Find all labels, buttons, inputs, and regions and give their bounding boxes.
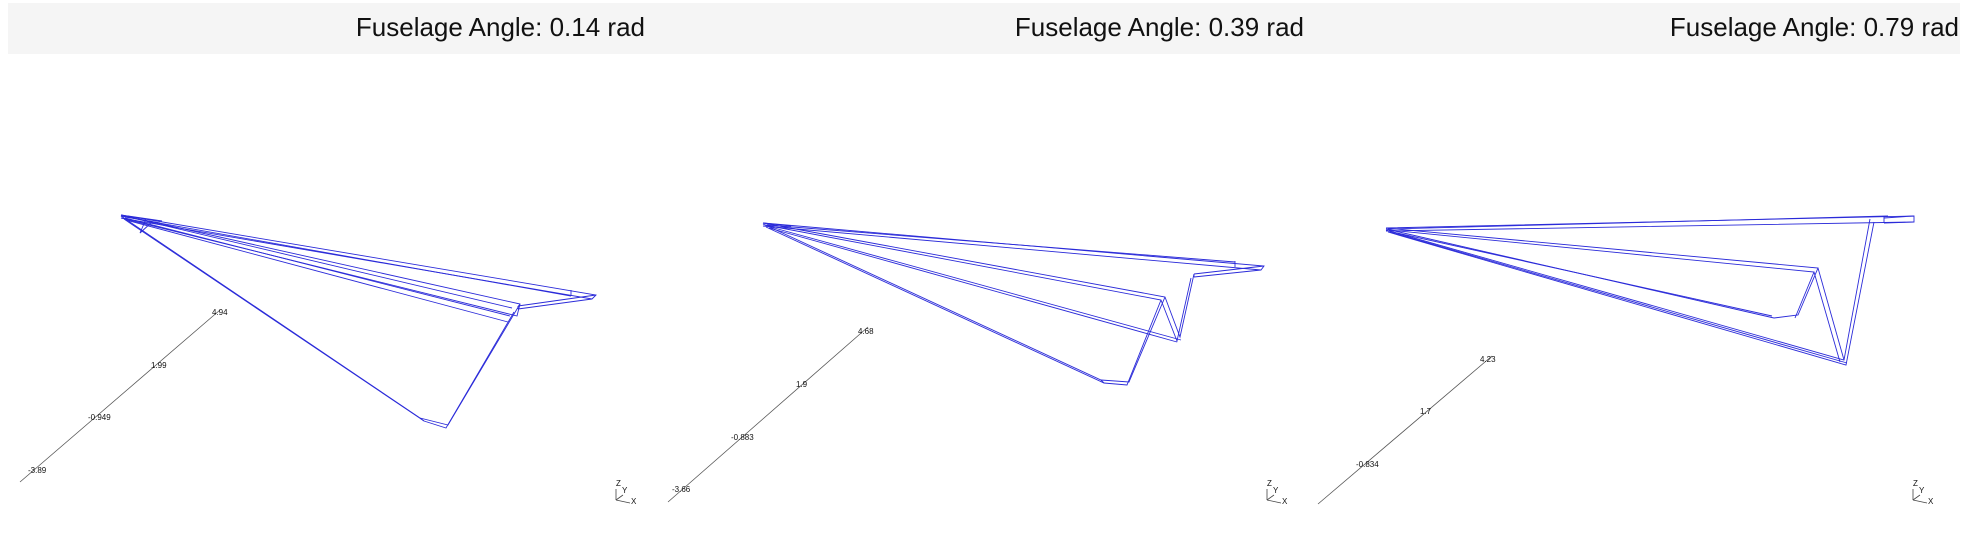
axis-line — [1317, 355, 1493, 505]
axis-tick-label: 4.23 — [1480, 355, 1496, 364]
panel-title: Fuselage Angle: 0.14 rad — [355, 12, 645, 42]
title-bar — [8, 3, 1960, 54]
axis-tick-label: 4.94 — [212, 308, 228, 317]
wireframe-geometry — [1385, 215, 1915, 366]
axis-z-label: Z — [1267, 479, 1272, 488]
axis-z-label: Z — [1913, 479, 1918, 488]
axis-x-label: X — [1282, 497, 1288, 506]
wireframe-plot-3: 4.23 1.7 -0.834 Z Y X — [1317, 215, 1934, 506]
panel-title: Fuselage Angle: 0.39 rad — [1014, 12, 1304, 42]
axis-y-label: Y — [1919, 486, 1925, 495]
axis-line — [667, 326, 869, 503]
wireframe-plot-2: 4.68 1.9 -0.883 -3.66 Z Y X — [667, 222, 1288, 506]
axis-line — [19, 309, 221, 483]
axes-triad: Z Y X — [1912, 479, 1934, 506]
axis-tick-label: -0.883 — [731, 433, 754, 442]
axis-tick-label: 4.68 — [858, 327, 874, 336]
axis-tick-label: 1.9 — [796, 380, 808, 389]
axis-z-label: Z — [616, 479, 621, 488]
axis-y-label: Y — [622, 486, 628, 495]
axis-tick-label: -0.949 — [88, 413, 111, 422]
plot-panel-1: Fuselage Angle: 0.14 rad 4.94 1.99 -0.94… — [0, 0, 655, 544]
axis-x-label: X — [1928, 497, 1934, 506]
axis-tick-label: 1.99 — [151, 361, 167, 370]
wireframe-geometry — [762, 222, 1265, 386]
axes-triad: Z Y X — [615, 479, 637, 506]
axis-tick-label: -3.66 — [672, 485, 691, 494]
axis-tick-label: -0.834 — [1356, 460, 1379, 469]
axis-tick-label: -3.89 — [28, 466, 47, 475]
axis-tick-label: 1.7 — [1420, 407, 1432, 416]
axes-triad: Z Y X — [1266, 479, 1288, 506]
axis-x-label: X — [631, 497, 637, 506]
plot-panel-2: Fuselage Angle: 0.39 rad 4.68 1.9 -0.883… — [651, 0, 1306, 544]
wireframe-geometry — [120, 214, 597, 429]
plot-panel-3: Fuselage Angle: 0.79 rad 4.23 1.7 -0.834 — [1302, 0, 1959, 544]
panel-title: Fuselage Angle: 0.79 rad — [1669, 12, 1959, 42]
wireframe-plot-1: 4.94 1.99 -0.949 -3.89 Z Y — [19, 214, 637, 506]
axis-y-label: Y — [1273, 486, 1279, 495]
